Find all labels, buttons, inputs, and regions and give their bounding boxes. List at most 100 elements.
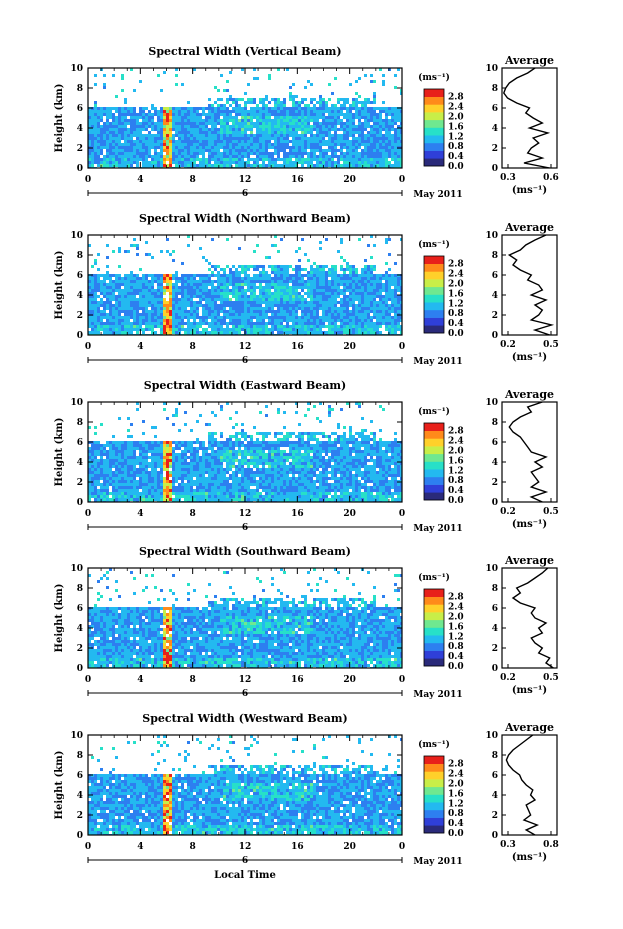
heatmap-cells: [88, 735, 402, 835]
x-tick-label: 0: [399, 842, 405, 852]
x-tick-label: 16: [291, 675, 304, 685]
x-tick-label: 12: [239, 509, 252, 519]
colorbar-segment: [424, 802, 444, 811]
avg-y-tick-label: 4: [492, 124, 498, 134]
colorbar-segment: [424, 430, 444, 439]
colorbar-tick-label: 2.4: [448, 270, 464, 280]
x-tick-label: 8: [190, 842, 196, 852]
avg-x-label: (ms⁻¹): [512, 185, 547, 196]
day-label: 6: [242, 356, 248, 366]
y-tick-label: 4: [77, 124, 83, 134]
day-label: 6: [242, 856, 248, 866]
y-tick-label: 2: [77, 644, 83, 654]
colorbar-tick-label: 0.0: [448, 662, 464, 672]
colorbar-segment: [424, 756, 444, 764]
y-axis-label: Height (km): [54, 251, 65, 320]
avg-x-tick-label: 0.3: [500, 840, 516, 850]
colorbar-segment: [424, 309, 444, 318]
colorbar-unit: (ms⁻¹): [418, 406, 450, 417]
average-profile: Average 0 2 4 6 8 10 0.2 0.5 (ms⁻¹): [485, 388, 558, 530]
x-tick-label: 8: [190, 175, 196, 185]
average-line: [508, 402, 549, 502]
colorbar-segment: [424, 256, 444, 264]
avg-y-tick-label: 4: [492, 624, 498, 634]
avg-x-tick-label: 0.8: [543, 840, 559, 850]
x-tick-label: 20: [343, 675, 356, 685]
colorbar-segment: [424, 635, 444, 644]
colorbar-segment: [424, 158, 444, 167]
colorbar-tick-label: 2.8: [448, 427, 464, 437]
colorbar-tick-label: 1.6: [448, 456, 464, 466]
x-tick-label: 0: [85, 675, 91, 685]
x-tick-label: 8: [190, 342, 196, 352]
colorbar-segment: [424, 263, 444, 272]
colorbar-unit: (ms⁻¹): [418, 72, 450, 83]
y-tick-label: 8: [77, 751, 83, 761]
colorbar-segment: [424, 825, 444, 834]
y-tick-label: 0: [77, 164, 83, 174]
y-tick-label: 10: [70, 731, 83, 741]
x-tick-label: 4: [137, 509, 143, 519]
colorbar-segment: [424, 438, 444, 447]
colorbar-tick-label: 1.2: [448, 299, 464, 309]
x-tick-label: 4: [137, 342, 143, 352]
colorbar-tick-label: 2.0: [448, 780, 464, 790]
x-tick-label: 12: [239, 842, 252, 852]
colorbar-segment: [424, 763, 444, 772]
colorbar-tick-label: 1.6: [448, 789, 464, 799]
y-tick-label: 8: [77, 84, 83, 94]
colorbar-tick-label: 1.6: [448, 122, 464, 132]
colorbar-segment: [424, 317, 444, 326]
x-tick-label: 4: [137, 175, 143, 185]
x-tick-label: 20: [343, 175, 356, 185]
y-tick-label: 0: [77, 831, 83, 841]
colorbar-segment: [424, 650, 444, 659]
colorbar-segment: [424, 271, 444, 280]
panel-title: Spectral Width (Eastward Beam): [144, 379, 346, 392]
y-axis-label: Height (km): [54, 84, 65, 153]
panel-2: Spectral Width (Northward Beam)0 4 8 12 16 20…: [54, 212, 559, 367]
avg-y-tick-label: 10: [485, 231, 498, 241]
x-tick-label: 20: [343, 509, 356, 519]
avg-y-tick-label: 6: [492, 438, 498, 448]
avg-y-tick-label: 8: [492, 584, 498, 594]
colorbar-segment: [424, 446, 444, 455]
average-title: Average: [504, 54, 554, 67]
avg-x-tick-label: 0.2: [500, 673, 516, 683]
average-line: [505, 735, 540, 835]
avg-y-tick-label: 10: [485, 64, 498, 74]
y-tick-label: 0: [77, 498, 83, 508]
avg-y-tick-label: 2: [492, 644, 498, 654]
colorbar-segment: [424, 604, 444, 613]
avg-x-label: (ms⁻¹): [512, 352, 547, 363]
colorbar-tick-label: 0.4: [448, 652, 464, 662]
y-tick-label: 10: [70, 398, 83, 408]
colorbar-unit: (ms⁻¹): [418, 739, 450, 750]
x-tick-label: 0: [85, 842, 91, 852]
colorbar-tick-label: 1.6: [448, 289, 464, 299]
colorbar-tick-label: 2.0: [448, 447, 464, 457]
colorbar-tick-label: 1.2: [448, 132, 464, 142]
x-axis-label: Local Time: [214, 870, 276, 881]
panel-5: Spectral Width (Westward Beam)0 4 8 12 16 20 0…: [54, 712, 559, 867]
average-title: Average: [504, 388, 554, 401]
average-frame: [501, 567, 558, 669]
avg-y-tick-label: 10: [485, 731, 498, 741]
colorbar-segment: [424, 89, 444, 97]
x-tick-label: 0: [85, 342, 91, 352]
colorbar-tick-label: 2.8: [448, 260, 464, 270]
x-tick-label: 0: [399, 175, 405, 185]
y-tick-label: 4: [77, 458, 83, 468]
colorbar-tick-label: 2.4: [448, 103, 464, 113]
colorbar-tick-label: 2.0: [448, 613, 464, 623]
heatmap-cells: [88, 402, 402, 502]
panel-title: Spectral Width (Westward Beam): [142, 712, 347, 725]
colorbar-segment: [424, 279, 444, 288]
y-tick-label: 2: [77, 478, 83, 488]
colorbar-tick-label: 0.0: [448, 162, 464, 172]
day-label: 6: [242, 689, 248, 699]
colorbar-tick-label: 2.4: [448, 603, 464, 613]
colorbar-segment: [424, 423, 444, 431]
x-tick-label: 16: [291, 175, 304, 185]
avg-y-tick-label: 4: [492, 458, 498, 468]
